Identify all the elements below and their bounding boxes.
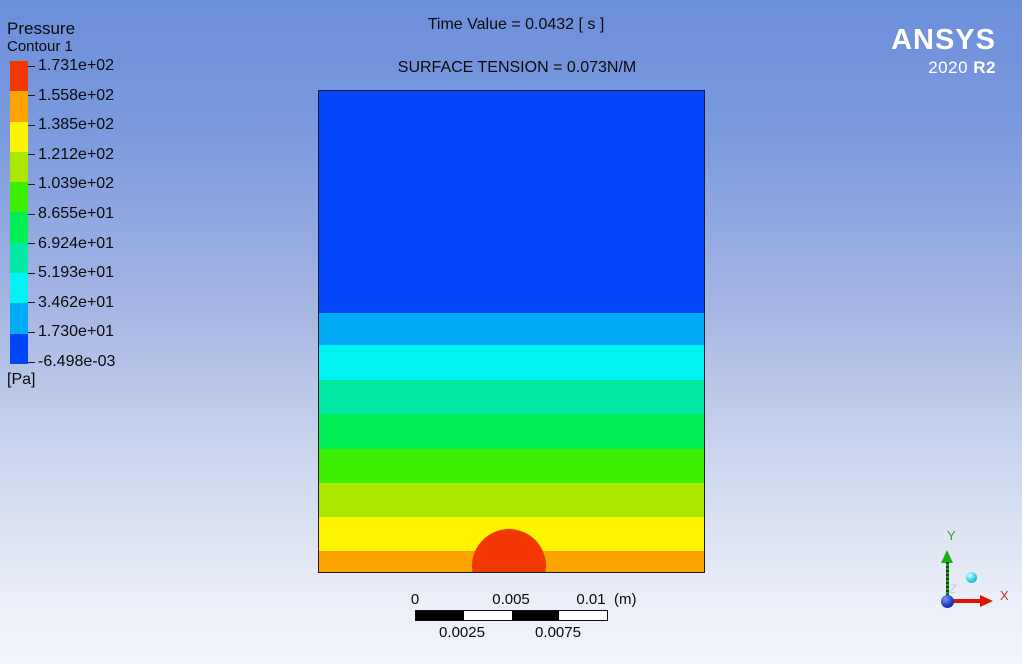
ruler-bar (415, 610, 608, 621)
ruler-tick-label-00075: 0.0075 (535, 624, 581, 641)
contour-band (319, 91, 704, 313)
ruler-tick-label-0005: 0.005 (492, 591, 530, 608)
contour-band (319, 345, 704, 380)
legend-tick (28, 302, 35, 304)
ruler-segment (559, 611, 607, 620)
legend-tick (28, 361, 35, 363)
legend-color-band (10, 273, 28, 304)
legend-unit-label: [Pa] (7, 371, 36, 388)
legend-value-label: 5.193e+01 (38, 264, 115, 282)
legend-colorbar (10, 61, 28, 364)
triad-view-sphere-icon[interactable] (966, 572, 977, 583)
ruler-tick-label-001: 0.01 (576, 591, 606, 608)
legend-color-band (10, 242, 28, 274)
contour-band (319, 313, 704, 345)
ruler-unit-label: (m) (614, 591, 637, 608)
surface-tension-text: SURFACE TENSION = 0.073N/M (397, 59, 637, 76)
legend-value-label: 3.462e+01 (38, 293, 115, 311)
legend-tick (28, 183, 35, 185)
legend-tick (28, 154, 35, 156)
legend-value-label: 1.039e+02 (38, 175, 115, 193)
legend-title: Pressure (7, 19, 76, 38)
legend-value-label: 1.558e+02 (38, 86, 115, 104)
legend-color-band (10, 182, 28, 213)
ansys-logo-brand: ANSYS (891, 24, 996, 56)
ansys-version-year: 2020 (928, 58, 969, 77)
legend-subtitle: Contour 1 (7, 38, 73, 55)
ruler-tick-label-00025: 0.0025 (439, 624, 485, 641)
legend-color-band (10, 333, 28, 364)
legend-value-label: 1.730e+01 (38, 323, 115, 341)
y-axis-label: Y (947, 528, 956, 543)
legend-color-band (10, 121, 28, 152)
y-axis-shaft-icon[interactable] (946, 562, 949, 602)
ruler-segment (416, 611, 464, 620)
legend-color-band (10, 151, 28, 183)
x-axis-shaft-icon[interactable] (951, 599, 980, 603)
contour-band (319, 380, 704, 414)
z-axis-label: Z (949, 582, 957, 596)
legend-color-band (10, 303, 28, 334)
ansys-logo-version: 2020 R2 (891, 58, 996, 78)
legend-tick (28, 272, 35, 274)
contour-band (319, 483, 704, 517)
ruler-segment (463, 611, 512, 620)
y-axis-arrowhead-icon[interactable] (941, 550, 953, 563)
legend-color-band (10, 212, 28, 243)
legend-value-label: 1.385e+02 (38, 116, 115, 134)
ruler-segment (511, 611, 560, 620)
contour-plot[interactable] (318, 90, 705, 573)
legend-tick (28, 213, 35, 215)
legend-tick (28, 331, 35, 333)
contour-band (319, 449, 704, 483)
time-value-text: Time Value = 0.0432 [ s ] (427, 16, 605, 33)
legend-tick (28, 95, 35, 97)
triad-origin-sphere-icon[interactable] (941, 595, 954, 608)
contour-band (319, 414, 704, 449)
legend-tick (28, 243, 35, 245)
x-axis-arrowhead-icon[interactable] (980, 595, 993, 607)
legend-color-band (10, 61, 28, 92)
ansys-logo: ANSYS 2020 R2 (891, 26, 996, 78)
legend-value-label: -6.498e-03 (38, 353, 116, 370)
ruler-tick-label-0: 0 (410, 591, 420, 608)
legend-value-label: 1.212e+02 (38, 145, 115, 163)
legend-value-label: 6.924e+01 (38, 234, 115, 252)
legend-value-label: 8.655e+01 (38, 205, 115, 222)
legend-value-label: 1.731e+02 (38, 57, 115, 74)
ansys-version-release: R2 (973, 58, 996, 77)
legend-tick (28, 65, 35, 67)
legend-tick (28, 124, 35, 126)
legend-color-band (10, 91, 28, 122)
x-axis-label: X (1000, 588, 1009, 603)
